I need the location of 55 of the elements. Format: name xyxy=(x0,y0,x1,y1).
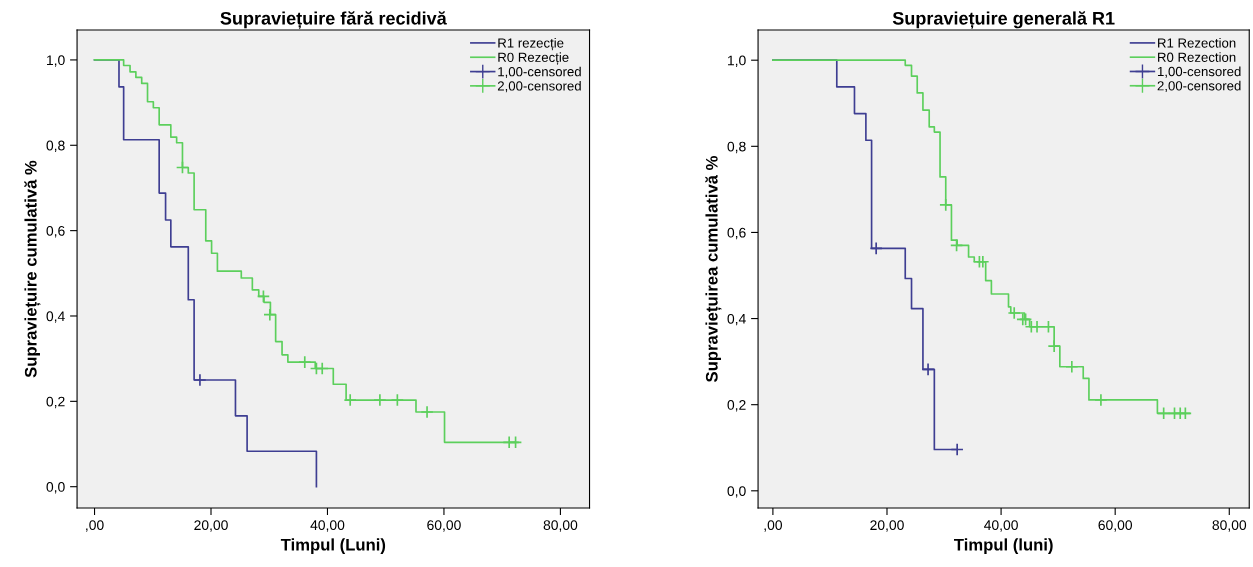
legend-label: R0 Rezecție xyxy=(498,52,569,65)
y-tick-label: 0,0 xyxy=(727,486,746,498)
y-tick-label: 0,2 xyxy=(727,400,746,412)
point xyxy=(298,355,312,369)
point xyxy=(1041,320,1056,334)
chart-title: Supraviețuire generală R1 xyxy=(892,11,1115,29)
point xyxy=(256,289,271,303)
x-tick-label: 40,00 xyxy=(984,520,1018,532)
x-tick-label: 80,00 xyxy=(1212,520,1247,532)
y-tick-label: 1,0 xyxy=(728,55,746,67)
y-tick-label: 0,8 xyxy=(727,141,746,154)
point xyxy=(508,435,523,449)
point xyxy=(343,393,357,407)
x-tick-label: 20,00 xyxy=(870,520,904,532)
legend-label: 2,00-censored xyxy=(497,80,581,93)
y-tick-label: 1,0 xyxy=(47,55,65,67)
point xyxy=(1007,306,1021,320)
point xyxy=(939,198,953,212)
point xyxy=(175,160,190,175)
y-tick-label: 0,8 xyxy=(46,140,65,153)
point xyxy=(420,405,434,419)
chart-title: Supraviețuire fără recidivă xyxy=(220,11,447,29)
legend-label: 2,00-censored xyxy=(1157,80,1241,93)
point xyxy=(390,393,405,407)
x-tick-label: ,00 xyxy=(764,520,783,532)
y-axis-title: Supraviețuire cumulativă % xyxy=(24,160,41,378)
x-tick-label: 20,00 xyxy=(194,520,228,532)
point xyxy=(193,373,207,387)
legend-label: 1,00-censored xyxy=(498,66,581,78)
y-axis-title: Supraviețuirea cumulativă % xyxy=(705,156,722,383)
point xyxy=(1157,406,1171,420)
y-tick-label: 0,0 xyxy=(46,482,65,494)
y-tick-label: 0,6 xyxy=(46,225,65,238)
x-axis-title: Timpul (Luni) xyxy=(280,538,386,554)
point xyxy=(263,308,277,322)
x-tick-label: 40,00 xyxy=(310,520,345,532)
point xyxy=(869,241,883,256)
point xyxy=(949,238,964,253)
legend-label: R1 Rezection xyxy=(1158,37,1236,48)
x-tick-label: 60,00 xyxy=(1098,520,1133,532)
y-tick-label: 0,4 xyxy=(727,313,746,326)
x-tick-label: 80,00 xyxy=(543,520,578,532)
point xyxy=(315,361,329,376)
point xyxy=(976,255,990,269)
y-tick-label: 0,2 xyxy=(46,396,65,409)
x-tick-label: ,00 xyxy=(86,520,104,532)
legend-label: R1 rezecție xyxy=(498,37,564,51)
y-tick-label: 0,4 xyxy=(46,311,65,323)
x-axis-title: Timpul (luni) xyxy=(954,538,1053,554)
y-tick-label: 0,6 xyxy=(727,227,746,240)
x-tick-label: 60,00 xyxy=(427,520,461,532)
point xyxy=(950,442,964,457)
legend-label: R0 Rezection xyxy=(1158,52,1236,62)
point xyxy=(921,362,935,377)
legend-label: 1,00-censored xyxy=(1157,66,1241,78)
